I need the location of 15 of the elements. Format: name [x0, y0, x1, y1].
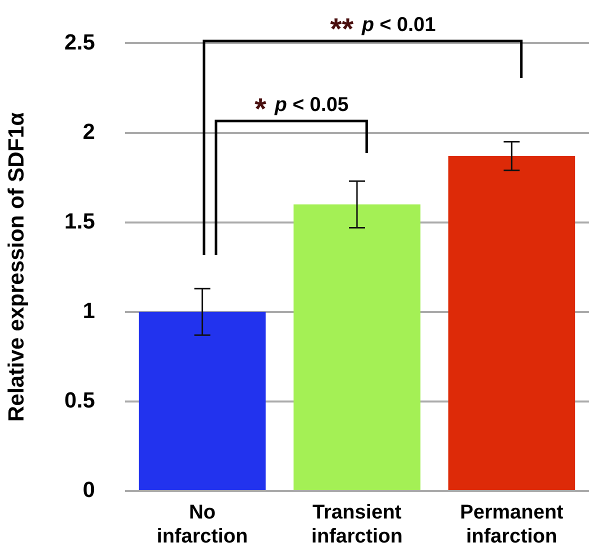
x-tick-label: No infarction [156, 502, 248, 548]
bar [448, 156, 576, 490]
annotation: * p < 0.05 [254, 93, 349, 126]
y-tick-label: 1 [82, 298, 95, 323]
y-axis-title: Relative expression of SDF1α [3, 112, 28, 422]
x-tick-label: Transient infarction [311, 502, 403, 548]
y-tick-label: 0 [82, 477, 95, 502]
bar [294, 204, 420, 490]
annotation: ** p < 0.01 [330, 13, 436, 46]
y-tick-label: 0.5 [64, 388, 95, 413]
bar [138, 312, 266, 490]
y-tick-label: 2 [82, 118, 95, 144]
x-tick-label: Permanent infarction [460, 502, 564, 548]
y-tick-label: 1.5 [64, 208, 95, 234]
y-tick-label: 2.5 [64, 29, 95, 54]
